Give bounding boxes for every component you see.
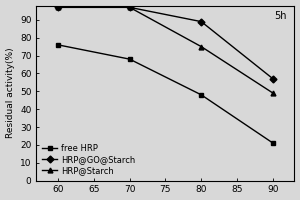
HRP@Starch (56, 6, 60, 9)
HRP@Starch (200, 45, 203, 48)
HRP@GO@Starch (128, 6, 131, 9)
Line: HRP@GO@Starch: HRP@GO@Starch (56, 5, 275, 81)
free HRP (200, 94, 203, 96)
Line: HRP@Starch: HRP@Starch (56, 5, 275, 96)
HRP@GO@Starch (271, 78, 275, 80)
Legend: free HRP, HRP@GO@Starch, HRP@Starch: free HRP, HRP@GO@Starch, HRP@Starch (40, 142, 136, 176)
Y-axis label: Residual activity(%): Residual activity(%) (6, 48, 15, 138)
free HRP (271, 142, 275, 144)
Line: free HRP: free HRP (56, 42, 275, 146)
HRP@Starch (271, 92, 275, 94)
Text: 5h: 5h (274, 11, 287, 21)
HRP@GO@Starch (56, 6, 60, 9)
HRP@GO@Starch (200, 20, 203, 23)
HRP@Starch (128, 6, 131, 9)
free HRP (56, 44, 60, 46)
free HRP (128, 58, 131, 60)
